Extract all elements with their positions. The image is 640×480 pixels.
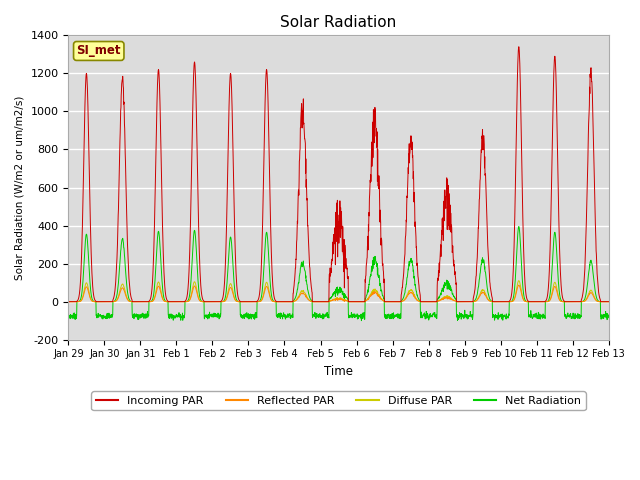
Net Radiation	[215, 316, 223, 322]
Incoming PAR	[557, 282, 565, 288]
Line: Reflected PAR: Reflected PAR	[68, 285, 609, 302]
Incoming PAR	[515, 44, 523, 49]
Reflected PAR	[495, 299, 503, 305]
Title: Solar Radiation: Solar Radiation	[280, 15, 397, 30]
Net Radiation	[515, 224, 523, 229]
Net Radiation	[358, 318, 365, 324]
Diffuse PAR	[65, 299, 72, 305]
Line: Net Radiation: Net Radiation	[68, 227, 609, 321]
Diffuse PAR	[215, 299, 223, 305]
Reflected PAR	[215, 299, 223, 305]
Reflected PAR	[65, 299, 72, 305]
Text: SI_met: SI_met	[77, 45, 121, 58]
Diffuse PAR	[557, 299, 565, 304]
Diffuse PAR	[572, 299, 580, 305]
Diffuse PAR	[605, 299, 612, 305]
Diffuse PAR	[495, 299, 503, 305]
Line: Incoming PAR: Incoming PAR	[68, 47, 609, 302]
Net Radiation	[354, 315, 362, 321]
Net Radiation	[366, 275, 374, 281]
Incoming PAR	[215, 299, 223, 305]
Incoming PAR	[495, 299, 503, 305]
Reflected PAR	[515, 282, 523, 288]
Incoming PAR	[366, 192, 374, 197]
Net Radiation	[65, 311, 72, 316]
Diffuse PAR	[366, 293, 374, 299]
Line: Diffuse PAR: Diffuse PAR	[68, 281, 609, 302]
Legend: Incoming PAR, Reflected PAR, Diffuse PAR, Net Radiation: Incoming PAR, Reflected PAR, Diffuse PAR…	[92, 391, 586, 410]
Net Radiation	[496, 314, 504, 320]
Net Radiation	[573, 312, 580, 318]
Incoming PAR	[605, 299, 612, 305]
Diffuse PAR	[354, 299, 362, 305]
Reflected PAR	[354, 299, 362, 305]
Net Radiation	[557, 298, 565, 303]
Reflected PAR	[605, 299, 612, 305]
X-axis label: Time: Time	[324, 365, 353, 378]
Incoming PAR	[572, 299, 580, 305]
Incoming PAR	[65, 299, 72, 305]
Incoming PAR	[354, 299, 362, 305]
Y-axis label: Solar Radiation (W/m2 or um/m2/s): Solar Radiation (W/m2 or um/m2/s)	[15, 96, 25, 280]
Reflected PAR	[572, 299, 580, 305]
Net Radiation	[605, 315, 612, 321]
Diffuse PAR	[515, 278, 523, 284]
Reflected PAR	[557, 299, 565, 304]
Reflected PAR	[366, 294, 374, 300]
